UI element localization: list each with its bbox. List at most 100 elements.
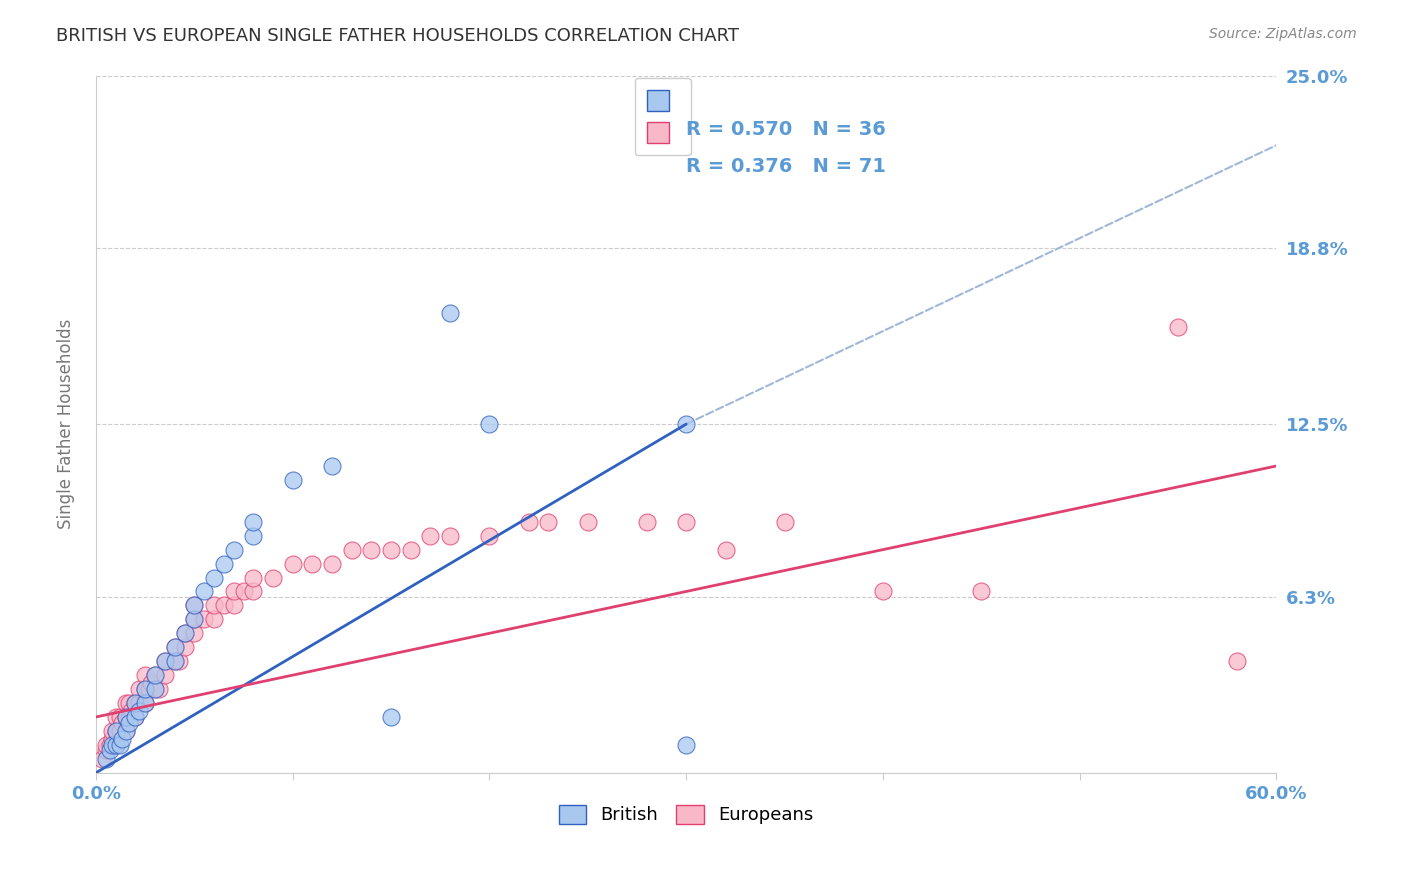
Point	[139, 676, 162, 690]
Point	[104, 738, 127, 752]
Point	[183, 599, 205, 613]
Point	[143, 682, 166, 697]
Point	[212, 557, 235, 571]
Point	[143, 682, 166, 697]
Point	[124, 710, 146, 724]
Point	[94, 743, 117, 757]
Point	[193, 612, 215, 626]
Point	[360, 542, 382, 557]
Point	[94, 752, 117, 766]
Point	[163, 654, 186, 668]
Point	[183, 599, 205, 613]
Point	[675, 738, 697, 752]
Point	[242, 570, 264, 584]
Point	[104, 723, 127, 738]
Point	[118, 715, 141, 730]
Point	[183, 612, 205, 626]
Point	[419, 529, 441, 543]
Point	[100, 732, 122, 747]
Point	[128, 705, 150, 719]
Point	[281, 557, 304, 571]
Point	[153, 654, 176, 668]
Point	[202, 570, 225, 584]
Point	[90, 752, 112, 766]
Point	[118, 710, 141, 724]
Point	[173, 626, 195, 640]
Point	[163, 640, 186, 655]
Point	[153, 668, 176, 682]
Point	[321, 458, 343, 473]
Point	[110, 732, 132, 747]
Point	[114, 723, 136, 738]
Point	[124, 710, 146, 724]
Point	[128, 682, 150, 697]
Point	[202, 612, 225, 626]
Point	[222, 584, 245, 599]
Point	[872, 584, 894, 599]
Point	[262, 570, 284, 584]
Point	[183, 626, 205, 640]
Point	[439, 305, 461, 319]
Point	[100, 738, 122, 752]
Text: Source: ZipAtlas.com: Source: ZipAtlas.com	[1209, 27, 1357, 41]
Text: R = 0.376   N = 71: R = 0.376 N = 71	[686, 157, 886, 177]
Point	[301, 557, 323, 571]
Point	[773, 515, 796, 529]
Point	[163, 640, 186, 655]
Point	[153, 654, 176, 668]
Point	[100, 723, 122, 738]
Point	[242, 515, 264, 529]
Point	[148, 682, 170, 697]
Point	[114, 723, 136, 738]
Point	[222, 542, 245, 557]
Point	[134, 682, 156, 697]
Point	[232, 584, 254, 599]
Point	[714, 542, 737, 557]
Point	[108, 710, 131, 724]
Point	[143, 668, 166, 682]
Point	[134, 696, 156, 710]
Point	[124, 696, 146, 710]
Point	[212, 599, 235, 613]
Point	[163, 654, 186, 668]
Point	[104, 723, 127, 738]
Point	[94, 738, 117, 752]
Point	[1226, 654, 1249, 668]
Point	[202, 599, 225, 613]
Point	[183, 612, 205, 626]
Point	[242, 529, 264, 543]
Point	[242, 584, 264, 599]
Point	[108, 738, 131, 752]
Point	[636, 515, 658, 529]
Point	[98, 743, 121, 757]
Point	[173, 640, 195, 655]
Point	[134, 682, 156, 697]
Point	[439, 529, 461, 543]
Point	[173, 626, 195, 640]
Point	[134, 696, 156, 710]
Point	[114, 710, 136, 724]
Point	[380, 710, 402, 724]
Point	[399, 542, 422, 557]
Point	[537, 515, 560, 529]
Point	[104, 738, 127, 752]
Text: BRITISH VS EUROPEAN SINGLE FATHER HOUSEHOLDS CORRELATION CHART: BRITISH VS EUROPEAN SINGLE FATHER HOUSEH…	[56, 27, 740, 45]
Point	[114, 696, 136, 710]
Point	[167, 654, 190, 668]
Point	[118, 696, 141, 710]
Point	[134, 668, 156, 682]
Point	[675, 515, 697, 529]
Point	[675, 417, 697, 431]
Point	[124, 696, 146, 710]
Point	[108, 723, 131, 738]
Point	[478, 529, 501, 543]
Point	[193, 584, 215, 599]
Point	[114, 710, 136, 724]
Point	[120, 705, 142, 719]
Point	[970, 584, 993, 599]
Y-axis label: Single Father Households: Single Father Households	[58, 319, 75, 529]
Point	[321, 557, 343, 571]
Point	[517, 515, 540, 529]
Point	[340, 542, 363, 557]
Legend: British, Europeans: British, Europeans	[550, 796, 823, 833]
